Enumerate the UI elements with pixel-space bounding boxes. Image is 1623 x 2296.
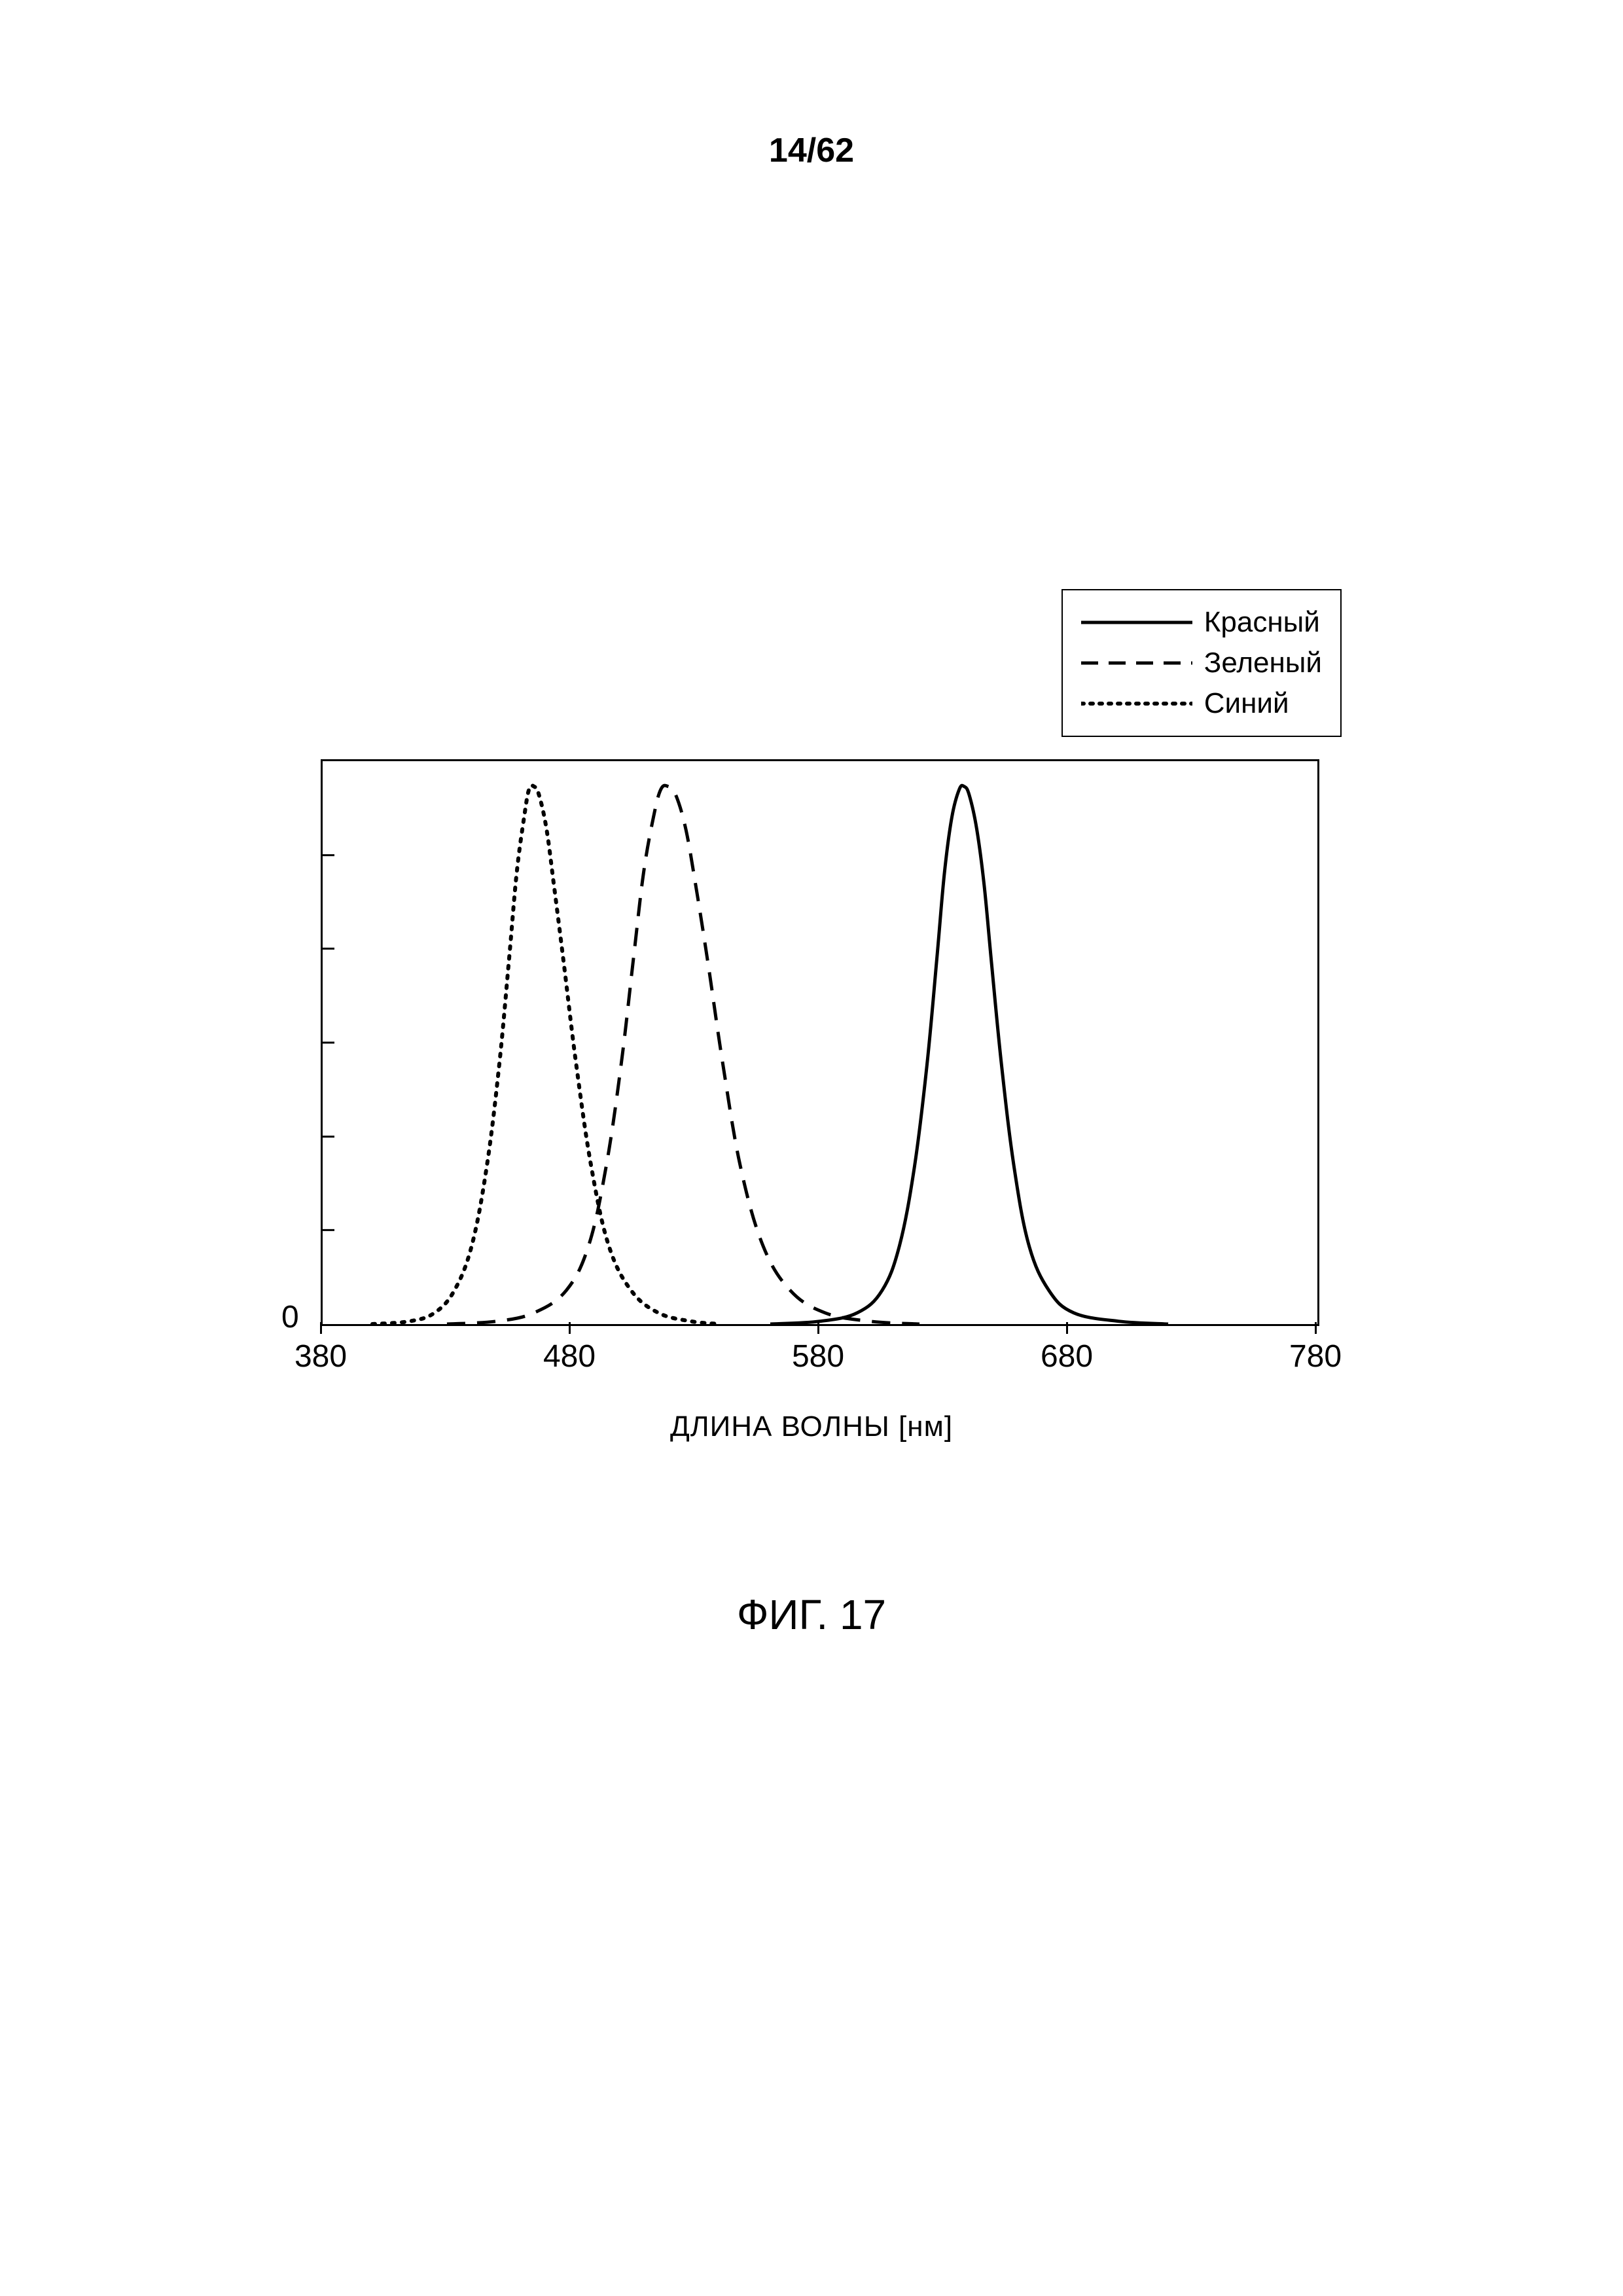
x-tick-label: 480 [543,1338,596,1374]
x-tick-label: 680 [1041,1338,1093,1374]
y-tick-label-0: 0 [281,1299,299,1335]
legend-swatch-green [1081,650,1192,676]
legend-item-green: Зеленый [1081,643,1322,683]
x-tick-label: 780 [1289,1338,1342,1374]
x-tick-label: 580 [792,1338,844,1374]
legend-item-blue: Синий [1081,683,1322,724]
x-tick-label: 380 [294,1338,347,1374]
curve-red [770,785,1168,1324]
x-axis-title: ДЛИНА ВОЛНЫ [нм] [242,1410,1381,1443]
spectral-chart: Красный Зеленый Синий [242,589,1381,1505]
legend-label-green: Зеленый [1204,647,1322,679]
page-root: 14/62 Красный Зеленый Синий [0,0,1623,2296]
legend-label-red: Красный [1204,606,1320,639]
legend-label-blue: Синий [1204,687,1289,720]
x-tick [1315,1322,1317,1334]
legend-box: Красный Зеленый Синий [1061,589,1342,737]
legend-swatch-red [1081,609,1192,636]
x-tick [569,1322,571,1334]
page-number: 14/62 [0,131,1623,170]
plot-area [321,759,1319,1326]
x-tick [817,1322,819,1334]
curves-svg [323,761,1317,1324]
figure-caption: ФИГ. 17 [0,1590,1623,1639]
x-tick [1066,1322,1068,1334]
curve-blue [372,785,721,1324]
y-ticks [323,855,334,1230]
legend-item-red: Красный [1081,602,1322,643]
legend-swatch-blue [1081,691,1192,717]
x-tick [320,1322,322,1334]
